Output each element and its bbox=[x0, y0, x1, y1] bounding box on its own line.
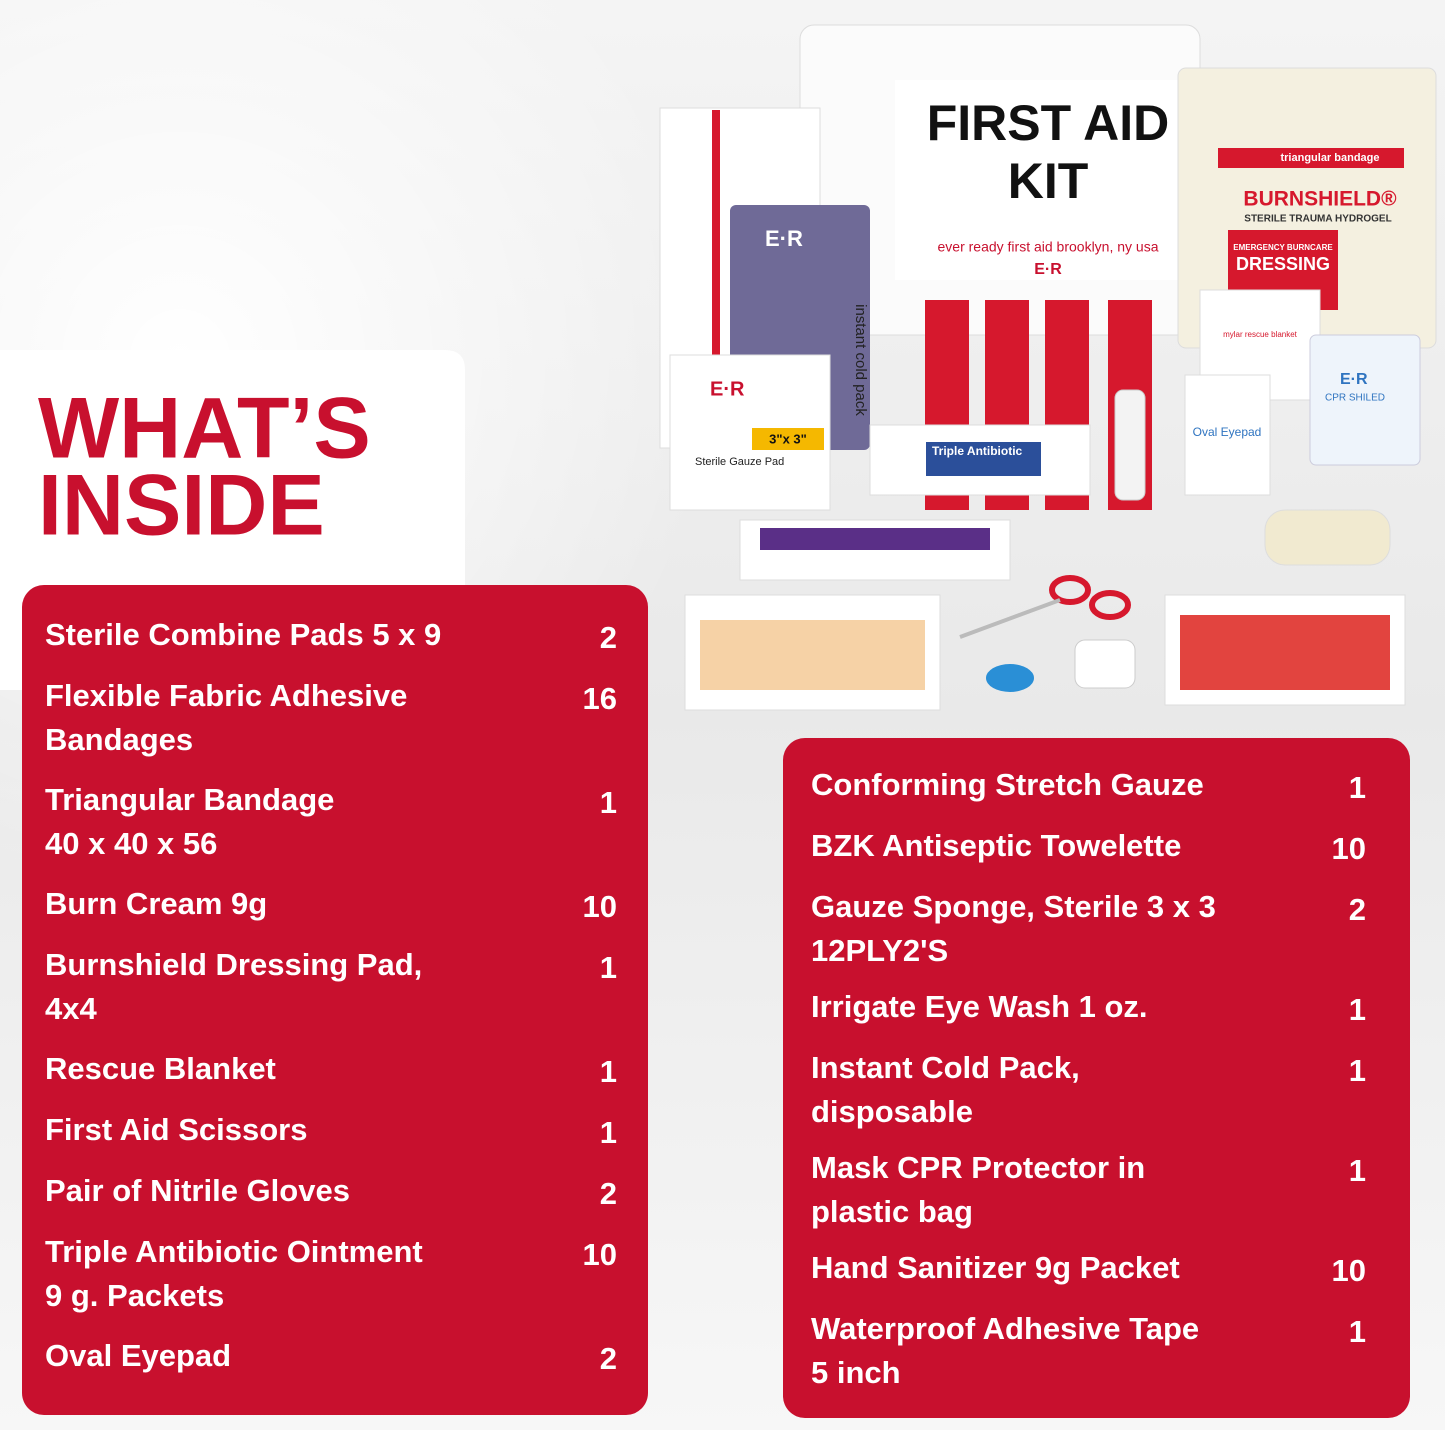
item-name: BZK Antiseptic Towelette bbox=[811, 828, 1181, 863]
heading: INSIDE bbox=[38, 458, 325, 554]
item-qty: 1 bbox=[1349, 1153, 1366, 1188]
triangular-label: triangular bandage bbox=[1280, 152, 1379, 164]
item-name: 12PLY2'S bbox=[811, 933, 948, 968]
gloves bbox=[986, 664, 1034, 692]
dressing-sub: EMERGENCY BURNCARE bbox=[1233, 243, 1333, 252]
eyepad-label: Oval Eyepad bbox=[1193, 425, 1262, 439]
item-name: Conforming Stretch Gauze bbox=[811, 767, 1204, 802]
item-qty: 10 bbox=[1332, 831, 1366, 866]
mylar-label: mylar rescue blanket bbox=[1223, 330, 1298, 339]
item-name: Irrigate Eye Wash 1 oz. bbox=[811, 989, 1148, 1024]
gauze-label: Sterile Gauze Pad bbox=[695, 456, 784, 468]
item-qty: 2 bbox=[1349, 892, 1366, 927]
item-name: Instant Cold Pack, bbox=[811, 1050, 1080, 1085]
item-qty: 1 bbox=[600, 950, 617, 985]
antibiotic-label: Triple Antibiotic bbox=[932, 444, 1023, 458]
item-rows: Sterile Combine Pads 5 x 9 2 Flexible Fabr… bbox=[45, 617, 1366, 1390]
item-name: Sterile Combine Pads 5 x 9 bbox=[45, 617, 441, 652]
item-qty: 1 bbox=[1349, 1053, 1366, 1088]
cold-pack-brand: E·R bbox=[765, 226, 803, 251]
cpr-label: CPR SHILED bbox=[1325, 393, 1385, 404]
item-name: plastic bag bbox=[811, 1194, 973, 1229]
right-list-panel bbox=[783, 738, 1410, 1418]
tape-roll bbox=[1074, 639, 1136, 689]
item-name: Pair of Nitrile Gloves bbox=[45, 1173, 350, 1208]
kit-brand: E·R bbox=[1034, 261, 1062, 278]
stretch-gauze bbox=[1264, 509, 1391, 566]
item-name: 9 g. Packets bbox=[45, 1278, 224, 1313]
item-qty: 1 bbox=[1349, 770, 1366, 805]
item-qty: 2 bbox=[600, 1341, 617, 1376]
scissors bbox=[959, 575, 1131, 639]
gauze-size: 3"x 3" bbox=[769, 431, 807, 446]
item-name: First Aid Scissors bbox=[45, 1112, 307, 1147]
eyepad bbox=[1184, 374, 1271, 496]
item-qty: 1 bbox=[600, 785, 617, 820]
item-qty: 10 bbox=[583, 1237, 617, 1272]
left-list-panel bbox=[22, 585, 648, 1415]
item-name: 4x4 bbox=[45, 991, 97, 1026]
item-qty: 1 bbox=[1349, 1314, 1366, 1349]
item-name: Mask CPR Protector in bbox=[811, 1150, 1145, 1185]
kit-caption: ever ready first aid brooklyn, ny usa bbox=[938, 239, 1159, 255]
cpr-shield bbox=[1309, 334, 1421, 466]
kit-title: KIT bbox=[1008, 153, 1089, 209]
burnshield-title: BURNSHIELD® bbox=[1243, 188, 1397, 211]
item-qty: 10 bbox=[1332, 1253, 1366, 1288]
item-qty: 1 bbox=[1349, 992, 1366, 1027]
burnshield-sub: STERILE TRAUMA HYDROGEL bbox=[1244, 214, 1391, 225]
item-name: 40 x 40 x 56 bbox=[45, 826, 217, 861]
pad-stripe bbox=[712, 110, 720, 440]
cold-pack-label: instant cold pack bbox=[852, 304, 869, 416]
bzk-towelettes bbox=[739, 519, 1011, 581]
item-name: 5 inch bbox=[811, 1355, 901, 1390]
kit-title: FIRST AID bbox=[927, 95, 1170, 151]
item-name: Triangular Bandage bbox=[45, 782, 334, 817]
item-qty: 1 bbox=[600, 1115, 617, 1150]
item-name: Burn Cream 9g bbox=[45, 886, 267, 921]
cpr-brand: E·R bbox=[1340, 371, 1368, 388]
item-name: Rescue Blanket bbox=[45, 1051, 276, 1086]
item-name: Hand Sanitizer 9g Packet bbox=[811, 1250, 1180, 1285]
item-name: Oval Eyepad bbox=[45, 1338, 231, 1373]
hand-sanitizer bbox=[1164, 594, 1406, 706]
antibiotic-panel bbox=[926, 442, 1041, 476]
item-qty: 2 bbox=[600, 620, 617, 655]
gauze-size-tag bbox=[752, 428, 824, 450]
item-name: Triple Antibiotic Ointment bbox=[45, 1234, 423, 1269]
kit-label bbox=[895, 80, 1195, 280]
item-name: Flexible Fabric Adhesive bbox=[45, 678, 407, 713]
product-photo: FIRST AID KIT ever ready first aid brook… bbox=[659, 24, 1437, 711]
gauze-brand: E·R bbox=[710, 378, 745, 400]
item-qty: 1 bbox=[600, 1054, 617, 1089]
item-name: disposable bbox=[811, 1094, 973, 1129]
item-qty: 10 bbox=[583, 889, 617, 924]
heading: WHAT’S bbox=[38, 381, 371, 477]
item-qty: 16 bbox=[583, 681, 617, 716]
item-name: Gauze Sponge, Sterile 3 x 3 bbox=[811, 889, 1216, 924]
item-name: Bandages bbox=[45, 722, 193, 757]
eye-wash bbox=[1114, 389, 1146, 501]
item-name: Burnshield Dressing Pad, bbox=[45, 947, 422, 982]
dressing-title: DRESSING bbox=[1236, 254, 1330, 274]
burn-cream bbox=[684, 594, 941, 711]
triangular-tag bbox=[1218, 148, 1404, 168]
item-name: Waterproof Adhesive Tape bbox=[811, 1311, 1199, 1346]
item-qty: 2 bbox=[600, 1176, 617, 1211]
